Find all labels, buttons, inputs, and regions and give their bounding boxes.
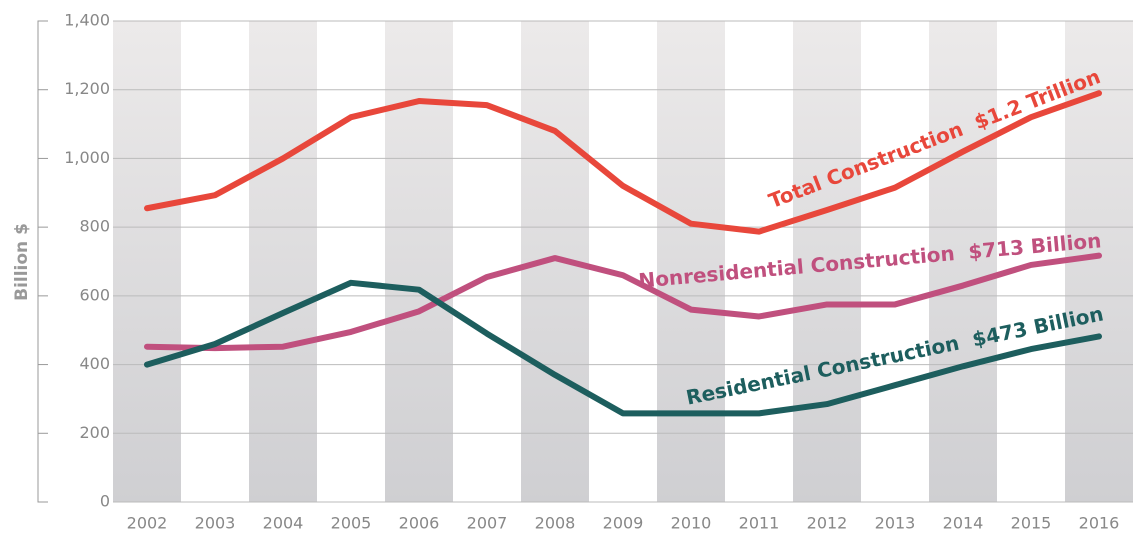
- y-axis-label: Billion $: [12, 223, 32, 301]
- column-band: [657, 21, 725, 502]
- column-band: [385, 21, 453, 502]
- column-band: [929, 21, 997, 502]
- y-tick-label: 200: [79, 423, 110, 442]
- column-band: [793, 21, 861, 502]
- x-tick-label: 2012: [807, 514, 848, 533]
- y-axis: [37, 20, 48, 503]
- x-tick-label: 2002: [127, 514, 168, 533]
- y-tick-label: 1,200: [64, 79, 110, 98]
- x-tick-label: 2003: [195, 514, 236, 533]
- column-band: [113, 21, 181, 502]
- x-tick-label: 2013: [875, 514, 916, 533]
- x-tick-label: 2015: [1011, 514, 1052, 533]
- line: [144, 279, 1102, 417]
- x-tick-label: 2005: [331, 514, 372, 533]
- x-tick-label: 2008: [535, 514, 576, 533]
- x-tick-label: 2010: [671, 514, 712, 533]
- x-tick-label: 2011: [739, 514, 780, 533]
- y-tick-label: 0: [100, 492, 110, 511]
- y-tick-label: 600: [79, 285, 110, 304]
- x-tick-label: 2006: [399, 514, 440, 533]
- x-tick-label: 2007: [467, 514, 508, 533]
- x-tick-label: 2014: [943, 514, 984, 533]
- x-tick-label: 2009: [603, 514, 644, 533]
- x-tick-label: 2016: [1079, 514, 1120, 533]
- y-tick-label: 1,000: [64, 148, 110, 167]
- y-tick-label: 800: [79, 217, 110, 236]
- column-band: [249, 21, 317, 502]
- y-tick-label: 400: [79, 354, 110, 373]
- x-tick-label: 2004: [263, 514, 304, 533]
- line: [144, 252, 1102, 352]
- line: [144, 90, 1102, 235]
- y-tick-label: 1,400: [64, 11, 110, 30]
